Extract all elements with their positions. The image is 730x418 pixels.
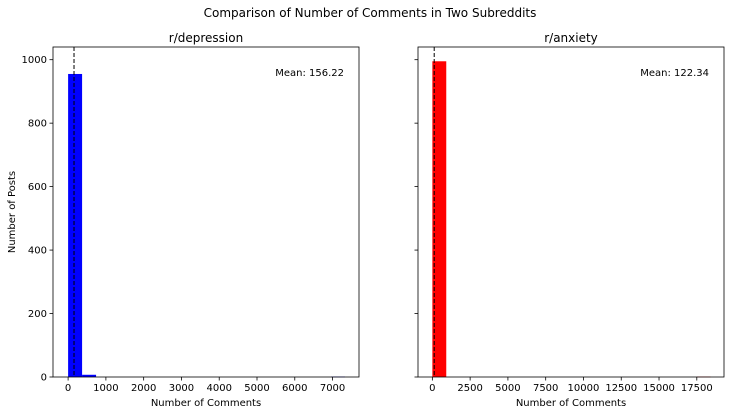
depression-mean-annotation: Mean: 156.22 [275, 68, 344, 79]
depression-histogram-bar-1 [82, 374, 97, 377]
anxiety-x-tick-label-4: 10000 [568, 383, 600, 394]
depression-y-tick-label-5: 1000 [22, 55, 47, 66]
anxiety-x-tick-label-5: 12500 [605, 383, 637, 394]
depression-x-tick-label-6: 6000 [282, 383, 307, 394]
depression-y-axis-label: Number of Posts [7, 171, 18, 253]
depression-x-tick-label-1: 1000 [93, 383, 118, 394]
depression-x-tick-label-7: 7000 [320, 383, 345, 394]
depression-x-tick-label-0: 0 [65, 383, 71, 394]
figure-suptitle: Comparison of Number of Comments in Two … [204, 6, 537, 20]
anxiety-axes-frame [417, 46, 725, 378]
depression-x-tick-label-2: 2000 [131, 383, 156, 394]
depression-axes-frame [52, 46, 360, 378]
depression-subplot-title: r/depression [169, 31, 243, 45]
depression-x-axis-label: Number of Comments [151, 398, 261, 409]
anxiety-x-tick-label-6: 15000 [643, 383, 675, 394]
anxiety-x-tick-label-7: 17500 [681, 383, 713, 394]
anxiety-x-tick-label-1: 2500 [457, 383, 482, 394]
depression-histogram-bar-0 [68, 73, 83, 377]
depression-x-tick-label-5: 5000 [244, 383, 269, 394]
depression-x-tick-label-3: 3000 [169, 383, 194, 394]
depression-y-tick-label-2: 400 [28, 246, 47, 257]
depression-subplot: 0 1000 2000 3000 4000 5000 6000 7000 0 200 400 600 8… [7, 31, 360, 409]
anxiety-subplot: 0 2500 5000 7500 10000 12500 15000 17500 r/anxie… [414, 31, 725, 409]
depression-y-tick-label-3: 600 [28, 182, 47, 193]
depression-y-tick-label-1: 200 [28, 309, 47, 320]
anxiety-mean-annotation: Mean: 122.34 [640, 68, 709, 79]
anxiety-subplot-title: r/anxiety [544, 31, 598, 45]
anxiety-x-tick-label-3: 7500 [533, 383, 558, 394]
anxiety-x-axis-label: Number of Comments [516, 398, 626, 409]
anxiety-x-tick-label-0: 0 [429, 383, 435, 394]
depression-y-tick-label-4: 800 [28, 119, 47, 130]
depression-x-tick-label-4: 4000 [206, 383, 231, 394]
depression-y-tick-label-0: 0 [41, 373, 47, 384]
anxiety-x-tick-label-2: 5000 [495, 383, 520, 394]
anxiety-histogram-bar-0 [432, 61, 447, 378]
